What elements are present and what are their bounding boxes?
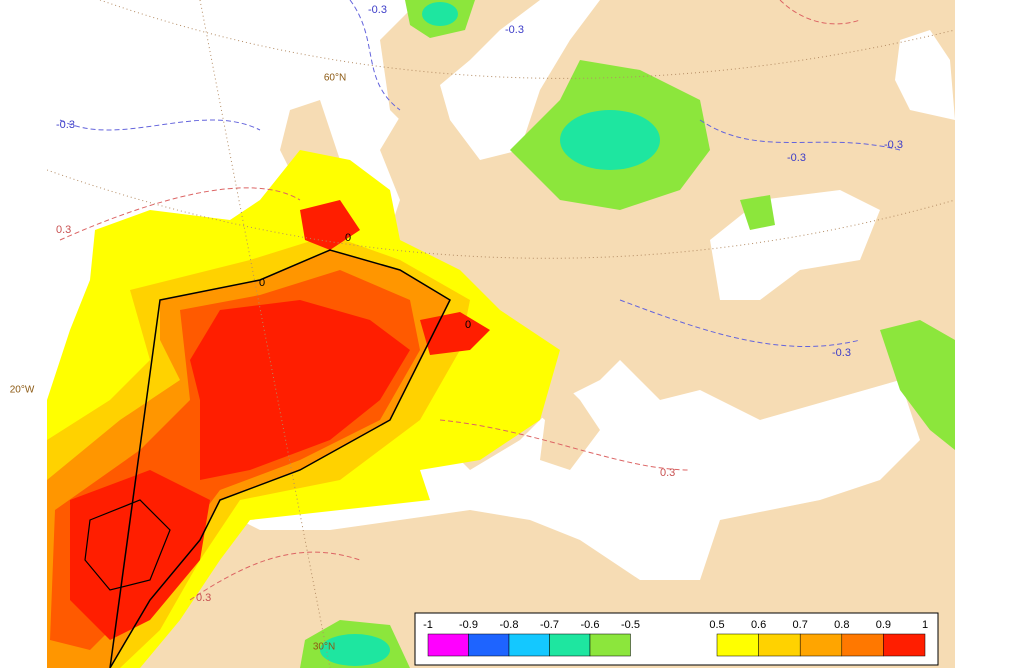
anomaly-green [880, 320, 955, 450]
contour-label: 0.3 [196, 592, 211, 604]
graticule [47, 0, 955, 668]
anomaly-red [190, 300, 410, 480]
contour-label: -0.3 [787, 152, 806, 164]
colorbar-tick-label: 0.8 [834, 619, 849, 631]
colorbar-tick-label: 0.5 [709, 619, 724, 631]
contour-label: 0 [345, 232, 351, 244]
contour-label: -0.3 [884, 139, 903, 151]
colorbar-segment [549, 633, 591, 657]
colorbar-tick-label: -0.5 [621, 619, 640, 631]
colorbar-segment [508, 633, 550, 657]
colorbar-tick-label: -0.9 [459, 619, 478, 631]
contour-label: -0.3 [505, 24, 524, 36]
colorbar-tick-label: 0.6 [751, 619, 766, 631]
contour-label: 0 [465, 319, 471, 331]
contour-label: 0 [259, 277, 265, 289]
contour [109, 249, 451, 668]
colorbar-tick-label: -0.6 [581, 619, 600, 631]
positive-contour [59, 0, 861, 601]
colorbar-tick-label: 0.9 [876, 619, 891, 631]
colorbar-segment [427, 633, 469, 657]
caspian-sea [895, 30, 955, 120]
colorbar-segment [841, 633, 884, 657]
anomaly-teal [560, 110, 660, 170]
colorbar-tick-label: 1 [922, 619, 928, 631]
scandinavia [380, 0, 540, 140]
colorbar-tick-label: -0.8 [500, 619, 519, 631]
mediterranean [240, 360, 920, 580]
colorbar-segment [883, 633, 926, 657]
graticule-label: 60°N [324, 73, 346, 84]
graticule-label: 20°W [10, 385, 35, 396]
colorbar-tick-label: -1 [423, 619, 433, 631]
contour-label: -0.3 [368, 4, 387, 16]
contour-label: 0.3 [56, 224, 71, 236]
contour-label: -0.3 [832, 347, 851, 359]
contour [84, 499, 171, 591]
negative-contour [59, 0, 901, 347]
anomaly-teal [320, 634, 390, 666]
baltic [440, 0, 600, 160]
colorbar-segment [758, 633, 801, 657]
colorbar: -1 -0.9 -0.8 -0.7 -0.6 -0.5 0.5 0.6 0.7 0.8 0.9 1 [414, 612, 939, 666]
colorbar-segment [468, 633, 510, 657]
map-area [47, 0, 955, 668]
anomaly-green [740, 195, 775, 230]
colorbar-segment [716, 633, 759, 657]
anomaly-red [300, 200, 360, 250]
colorbar-tick-label: -0.7 [540, 619, 559, 631]
graticule-label: 30°N [313, 642, 335, 653]
anomaly-teal [422, 2, 458, 26]
anomaly-red [420, 312, 490, 355]
colorbar-segment [589, 633, 631, 657]
colorbar-segment [799, 633, 843, 657]
contour-label: -0.3 [56, 119, 75, 131]
contour-label: 0.3 [660, 467, 675, 479]
colorbar-tick-label: 0.7 [793, 619, 808, 631]
anomaly-red [70, 470, 210, 640]
